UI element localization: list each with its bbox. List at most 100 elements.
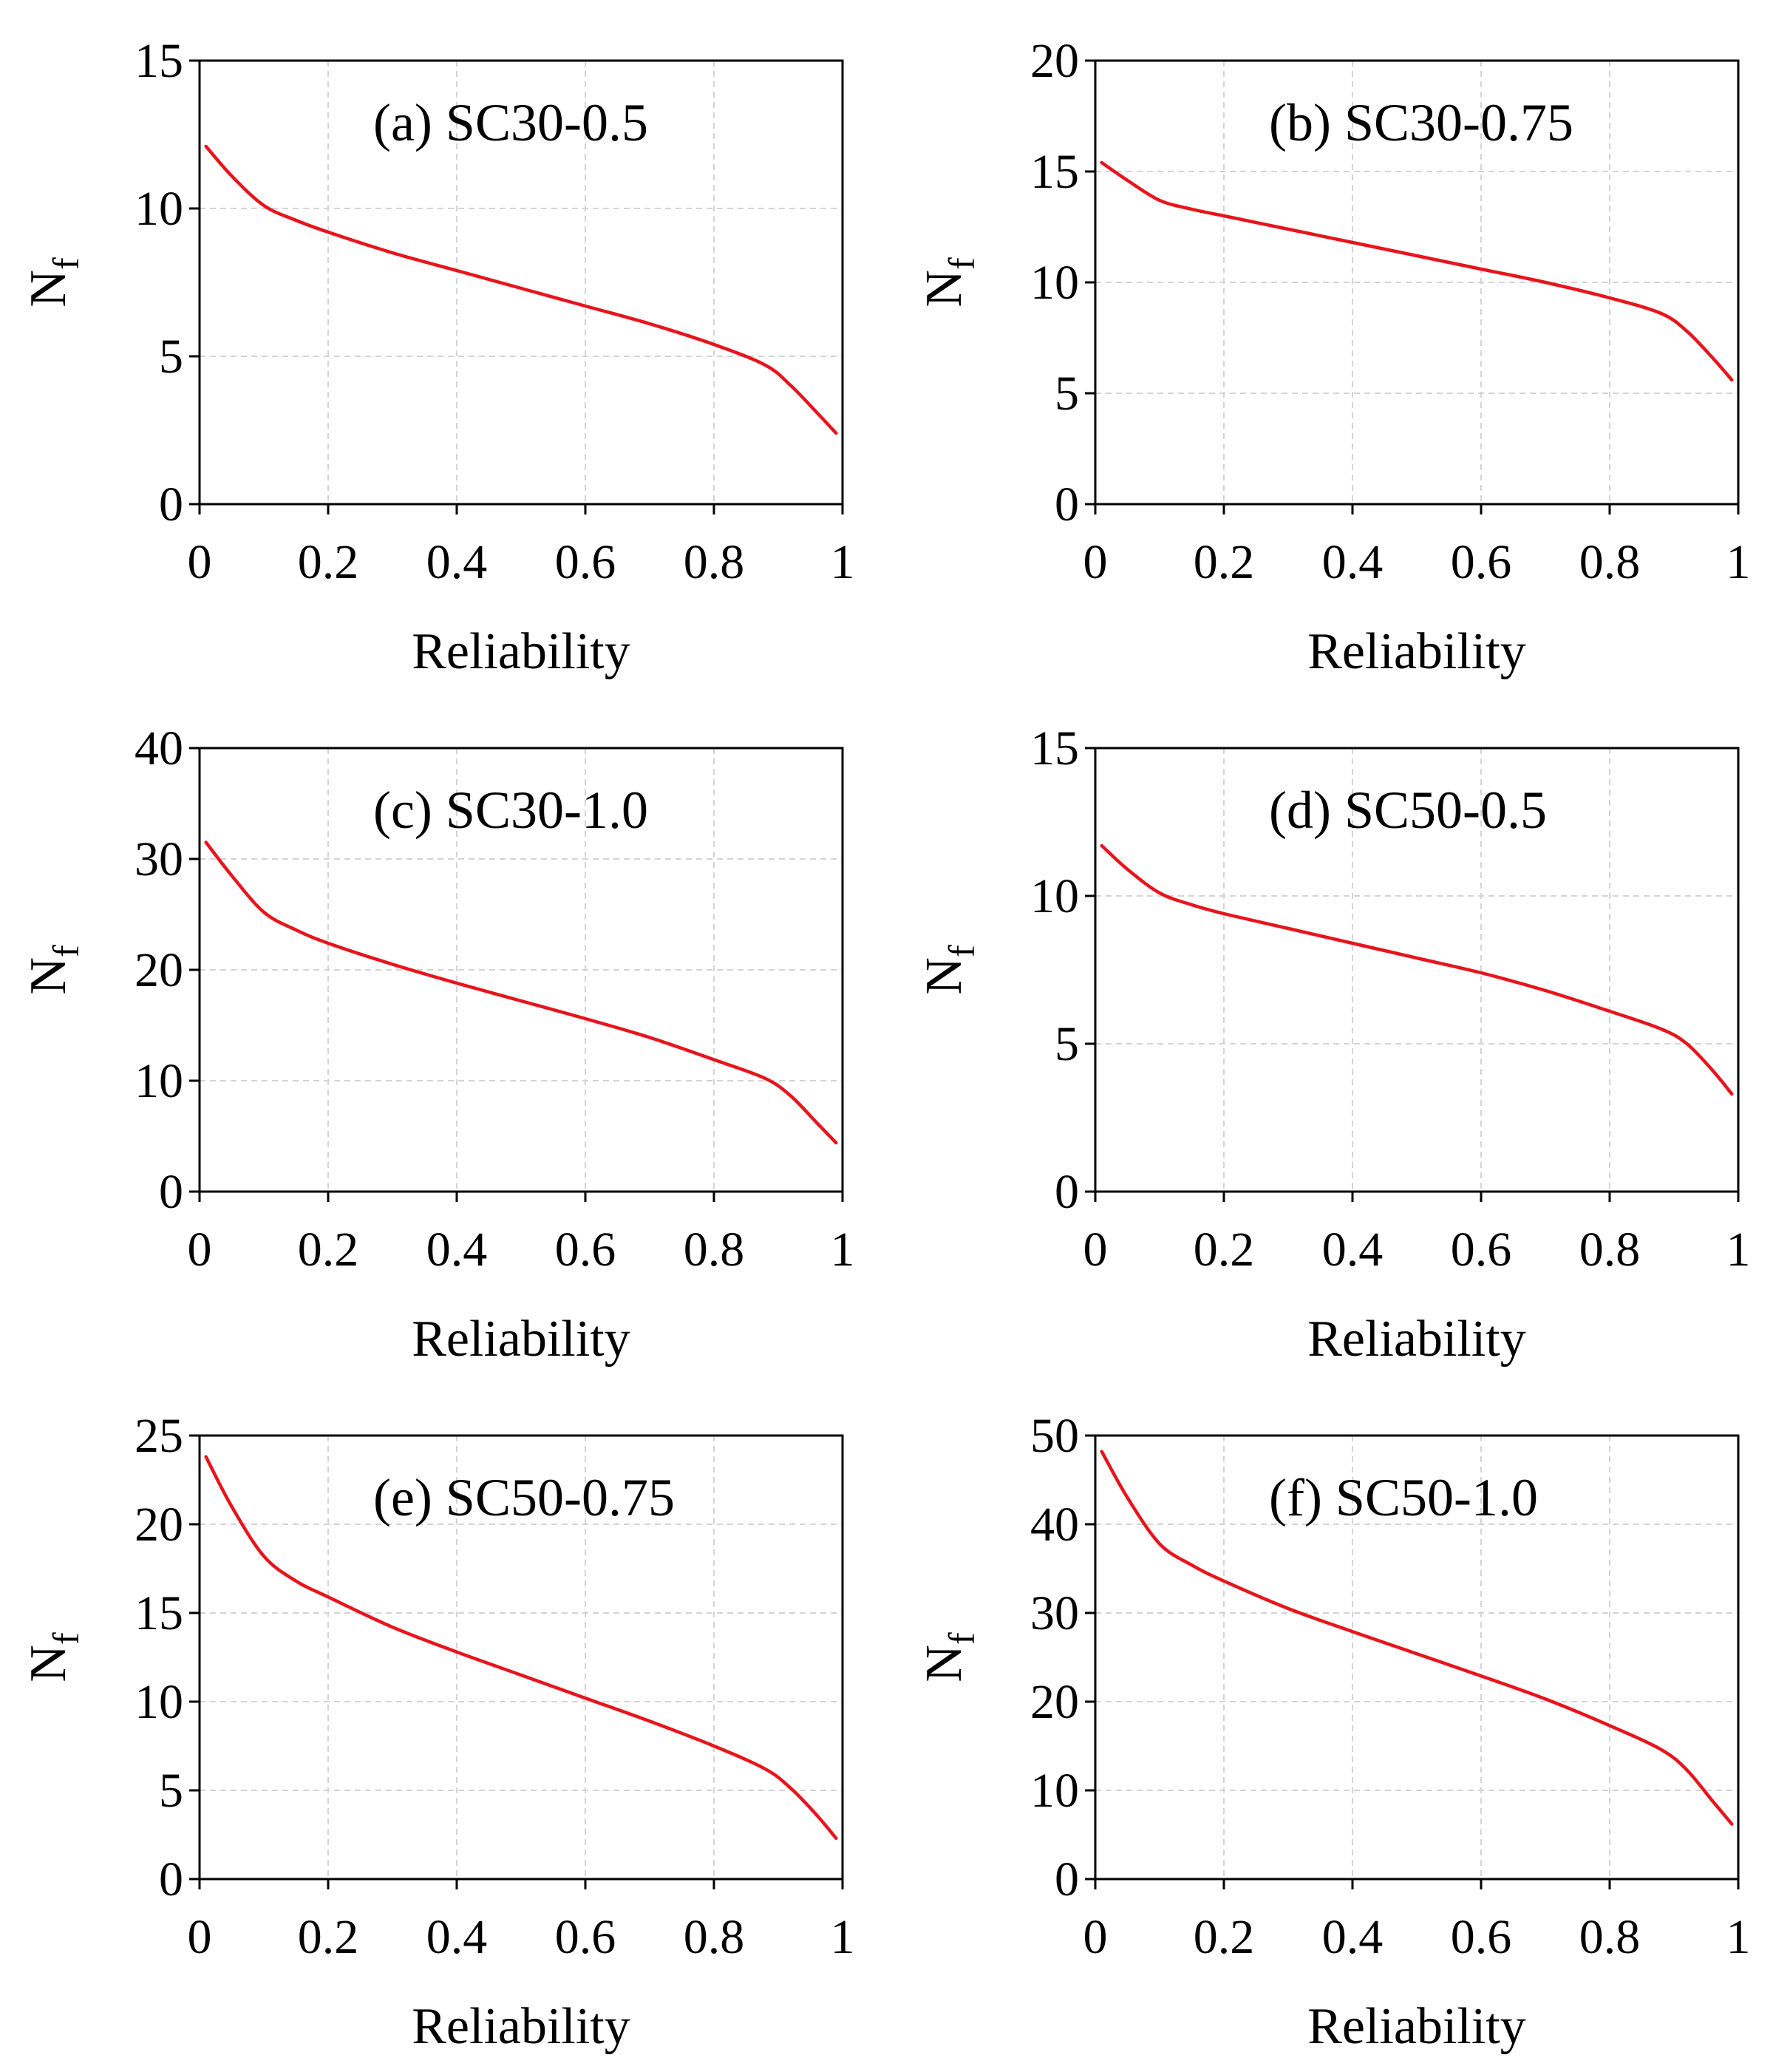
x-tick-label: 0.8 bbox=[684, 1223, 745, 1277]
panel-title: (a) SC30-0.5 bbox=[373, 93, 648, 152]
y-axis-title-main: N bbox=[916, 957, 973, 995]
x-tick-label: 1 bbox=[831, 535, 855, 589]
y-axis-title: Nf bbox=[916, 945, 982, 995]
y-tick-label: 10 bbox=[135, 1675, 183, 1729]
series-line-sc30-1-0 bbox=[204, 840, 838, 1145]
panel-title: (d) SC50-0.5 bbox=[1269, 781, 1547, 840]
x-tick-label: 1 bbox=[831, 1910, 855, 1964]
y-tick-label: 10 bbox=[135, 182, 183, 236]
plot-frame bbox=[198, 1434, 844, 1881]
x-tick-label: 0 bbox=[1083, 535, 1108, 589]
x-tick-label: 0 bbox=[1083, 1910, 1108, 1964]
y-tick-label: 20 bbox=[1030, 1675, 1079, 1729]
y-tick-label: 20 bbox=[135, 1498, 183, 1552]
y-tick-label: 0 bbox=[159, 478, 183, 531]
y-tick-label: 30 bbox=[135, 832, 183, 886]
x-tick-label: 0.8 bbox=[1579, 1223, 1641, 1277]
y-tick-label: 25 bbox=[135, 1409, 183, 1463]
y-tick-label: 15 bbox=[135, 1586, 183, 1640]
y-tick-label: 5 bbox=[1055, 367, 1079, 421]
y-axis-title-main: N bbox=[916, 270, 973, 308]
chart-panel-e: 0 0.2 0.4 0.6 0.8 10510152025ReliabilityNf(e)… bbox=[20, 1409, 855, 2055]
x-tick-label: 0.8 bbox=[684, 1910, 745, 1964]
y-tick-label: 5 bbox=[159, 330, 183, 384]
y-axis-title: Nf bbox=[20, 1632, 86, 1682]
y-tick-label: 15 bbox=[1030, 721, 1079, 775]
y-tick-label: 10 bbox=[135, 1054, 183, 1108]
y-tick-label: 5 bbox=[1055, 1017, 1079, 1071]
x-tick-label: 0.2 bbox=[1194, 1223, 1255, 1277]
y-tick-label: 15 bbox=[135, 34, 183, 88]
x-tick-label: 0.4 bbox=[426, 1910, 488, 1964]
panel-title: (c) SC30-1.0 bbox=[373, 781, 648, 840]
plot-frame bbox=[1094, 1434, 1740, 1881]
x-tick-label: 1 bbox=[1726, 1223, 1751, 1277]
x-tick-label: 0.4 bbox=[426, 1223, 488, 1277]
x-tick-label: 0.6 bbox=[555, 1910, 616, 1964]
chart-panel-c: 0 0.2 0.4 0.6 0.8 1010203040ReliabilityNf(c) … bbox=[20, 721, 855, 1368]
y-axis-title-main: N bbox=[916, 1645, 973, 1682]
y-tick-label: 40 bbox=[1030, 1498, 1079, 1552]
y-tick-label: 10 bbox=[1030, 256, 1079, 310]
x-tick-label: 0.4 bbox=[1322, 535, 1384, 589]
plot-frame bbox=[1094, 747, 1740, 1193]
series-line-sc50-0-75 bbox=[204, 1455, 838, 1841]
x-tick-label: 0.2 bbox=[298, 535, 359, 589]
series-line-sc30-0-75 bbox=[1100, 160, 1734, 382]
y-axis-title-main: N bbox=[20, 957, 77, 995]
x-axis-title: Reliability bbox=[1307, 1311, 1526, 1368]
x-tick-label: 0.6 bbox=[1451, 1223, 1512, 1277]
y-axis-title-subscript: f bbox=[45, 257, 86, 270]
x-tick-label: 0.4 bbox=[1322, 1223, 1384, 1277]
x-axis-title: Reliability bbox=[1307, 1998, 1526, 2055]
series-line-sc50-0-5 bbox=[1100, 843, 1734, 1096]
y-axis-title-main: N bbox=[20, 270, 77, 308]
y-tick-label: 15 bbox=[1030, 145, 1079, 199]
y-tick-label: 50 bbox=[1030, 1409, 1079, 1463]
x-tick-label: 1 bbox=[1726, 1910, 1751, 1964]
x-tick-label: 0 bbox=[188, 535, 212, 589]
x-tick-label: 0.6 bbox=[1451, 535, 1512, 589]
x-tick-label: 0.4 bbox=[1322, 1910, 1384, 1964]
y-tick-label: 0 bbox=[1055, 1852, 1079, 1906]
y-tick-label: 10 bbox=[1030, 1764, 1079, 1818]
x-tick-label: 0.4 bbox=[426, 535, 488, 589]
y-tick-label: 5 bbox=[159, 1764, 183, 1818]
x-tick-label: 0.2 bbox=[298, 1910, 359, 1964]
y-axis-title: Nf bbox=[916, 257, 982, 308]
x-tick-label: 0.8 bbox=[684, 535, 745, 589]
x-tick-label: 1 bbox=[831, 1223, 855, 1277]
y-axis-title-subscript: f bbox=[45, 1632, 86, 1645]
y-axis-title: Nf bbox=[916, 1632, 982, 1682]
x-tick-label: 0.8 bbox=[1579, 535, 1641, 589]
y-tick-label: 30 bbox=[1030, 1586, 1079, 1640]
y-tick-label: 20 bbox=[1030, 34, 1079, 88]
y-axis-title: Nf bbox=[20, 945, 86, 995]
panel-title: (b) SC30-0.75 bbox=[1269, 93, 1573, 152]
x-axis-title: Reliability bbox=[412, 1998, 630, 2055]
y-tick-label: 10 bbox=[1030, 869, 1079, 923]
x-tick-label: 0 bbox=[188, 1910, 212, 1964]
x-tick-label: 0 bbox=[1083, 1223, 1108, 1277]
y-tick-label: 0 bbox=[1055, 478, 1079, 531]
x-tick-label: 0.2 bbox=[1194, 535, 1255, 589]
y-axis-title-subscript: f bbox=[941, 1632, 982, 1645]
y-axis-title: Nf bbox=[20, 257, 86, 308]
y-tick-label: 0 bbox=[159, 1852, 183, 1906]
panel-title: (e) SC50-0.75 bbox=[373, 1468, 675, 1527]
panel-title: (f) SC50-1.0 bbox=[1269, 1468, 1538, 1527]
y-axis-title-main: N bbox=[20, 1645, 77, 1682]
y-tick-label: 20 bbox=[135, 943, 183, 997]
x-tick-label: 0.6 bbox=[555, 1223, 616, 1277]
x-tick-label: 0.8 bbox=[1579, 1910, 1641, 1964]
x-tick-label: 0.2 bbox=[298, 1223, 359, 1277]
x-axis-title: Reliability bbox=[412, 623, 630, 680]
y-tick-label: 0 bbox=[1055, 1165, 1079, 1219]
x-tick-label: 0.6 bbox=[555, 535, 616, 589]
y-axis-title-subscript: f bbox=[941, 945, 982, 957]
x-tick-label: 0.2 bbox=[1194, 1910, 1255, 1964]
